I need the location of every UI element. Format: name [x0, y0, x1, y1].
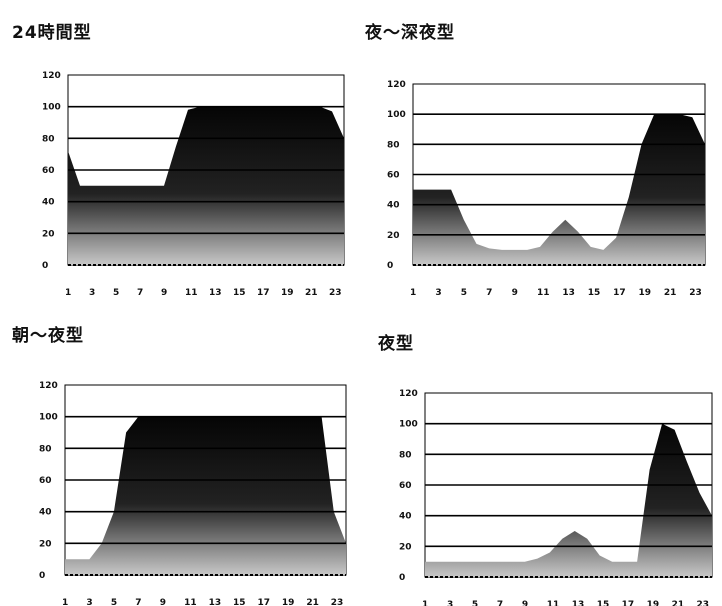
y-tick-label: 0 [42, 261, 48, 271]
y-tick-label: 120 [42, 71, 61, 81]
y-tick-label: 80 [387, 140, 400, 150]
x-tick-label: 23 [689, 288, 702, 298]
x-tick-label: 3 [89, 288, 95, 298]
x-tick-label: 11 [547, 600, 560, 606]
x-tick-label: 15 [588, 288, 601, 298]
x-tick-label: 3 [86, 598, 92, 606]
x-tick-label: 21 [672, 600, 685, 606]
x-tick-label: 15 [233, 598, 246, 606]
x-tick-label: 7 [497, 600, 503, 606]
x-tick-label: 5 [472, 600, 478, 606]
x-tick-label: 23 [329, 288, 342, 298]
y-tick-label: 0 [399, 573, 405, 583]
y-tick-label: 20 [399, 542, 412, 552]
y-tick-label: 60 [42, 166, 55, 176]
y-tick-label: 120 [399, 389, 418, 399]
y-tick-label: 20 [387, 231, 400, 241]
y-tick-label: 100 [399, 420, 418, 430]
chart-title: 夜型 [378, 334, 414, 354]
x-tick-label: 19 [647, 600, 660, 606]
y-tick-label: 40 [42, 198, 55, 208]
area-series [425, 423, 712, 577]
y-tick-label: 120 [387, 80, 406, 90]
x-tick-label: 11 [184, 598, 197, 606]
area-series [68, 106, 344, 265]
x-tick-label: 9 [512, 288, 518, 298]
y-tick-label: 60 [387, 171, 400, 181]
y-tick-label: 40 [399, 512, 412, 522]
x-tick-label: 21 [305, 288, 318, 298]
x-tick-label: 13 [562, 288, 575, 298]
y-tick-label: 60 [39, 476, 52, 486]
y-tick-label: 100 [42, 103, 61, 113]
x-tick-label: 17 [622, 600, 635, 606]
x-tick-label: 19 [282, 598, 295, 606]
area-series [65, 416, 346, 575]
y-tick-label: 80 [399, 450, 412, 460]
x-tick-label: 1 [410, 288, 416, 298]
x-tick-label: 9 [522, 600, 528, 606]
x-tick-label: 1 [62, 598, 68, 606]
x-tick-label: 17 [257, 288, 270, 298]
chart-title: 24時間型 [12, 23, 92, 43]
x-tick-label: 23 [331, 598, 344, 606]
x-tick-label: 21 [306, 598, 319, 606]
x-tick-label: 15 [233, 288, 246, 298]
x-tick-label: 7 [137, 288, 143, 298]
x-tick-label: 1 [422, 600, 428, 606]
x-tick-label: 13 [572, 600, 585, 606]
x-tick-label: 7 [486, 288, 492, 298]
y-tick-label: 120 [39, 381, 58, 391]
y-tick-label: 20 [39, 539, 52, 549]
y-tick-label: 20 [42, 229, 55, 239]
y-tick-label: 80 [39, 444, 52, 454]
x-tick-label: 15 [597, 600, 610, 606]
y-tick-label: 100 [387, 110, 406, 120]
y-tick-label: 100 [39, 413, 58, 423]
y-tick-label: 0 [387, 261, 393, 271]
x-tick-label: 9 [160, 598, 166, 606]
x-tick-label: 17 [257, 598, 270, 606]
y-tick-label: 40 [387, 201, 400, 211]
x-tick-label: 5 [111, 598, 117, 606]
x-tick-label: 3 [447, 600, 453, 606]
x-tick-label: 19 [639, 288, 652, 298]
area-series [413, 114, 705, 265]
x-tick-label: 13 [209, 598, 222, 606]
x-tick-label: 23 [697, 600, 710, 606]
x-tick-label: 19 [281, 288, 294, 298]
chart-title: 夜～深夜型 [365, 23, 455, 43]
x-tick-label: 5 [113, 288, 119, 298]
x-tick-label: 11 [537, 288, 550, 298]
x-tick-label: 17 [613, 288, 626, 298]
y-tick-label: 40 [39, 508, 52, 518]
x-tick-label: 5 [461, 288, 467, 298]
x-tick-label: 3 [435, 288, 441, 298]
x-tick-label: 11 [185, 288, 198, 298]
y-tick-label: 0 [39, 571, 45, 581]
chart-title: 朝～夜型 [12, 326, 84, 346]
x-tick-label: 21 [664, 288, 677, 298]
x-tick-label: 13 [209, 288, 222, 298]
y-tick-label: 60 [399, 481, 412, 491]
y-tick-label: 80 [42, 134, 55, 144]
x-tick-label: 9 [161, 288, 167, 298]
x-tick-label: 7 [135, 598, 141, 606]
x-tick-label: 1 [65, 288, 71, 298]
